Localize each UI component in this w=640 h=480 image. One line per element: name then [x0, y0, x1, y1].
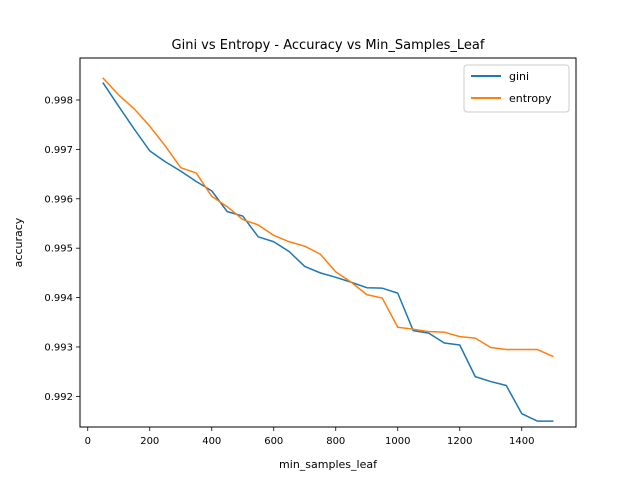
- y-tick-label: 0.996: [44, 194, 73, 205]
- legend: gini entropy: [463, 64, 570, 113]
- y-tick-label: 0.995: [44, 244, 73, 255]
- y-axis-ticks: 0.992 0.993 0.994 0.995 0.996 0.997 0.998: [44, 95, 80, 403]
- x-tick-label: 1000: [385, 436, 410, 447]
- x-axis-ticks: 0 200 400 600 800 1000 1200 1400: [85, 427, 534, 447]
- series-line-entropy: [102, 77, 554, 358]
- x-tick-label: 800: [326, 436, 345, 447]
- x-tick-label: 1400: [509, 436, 534, 447]
- y-tick-label: 0.998: [44, 95, 73, 106]
- y-tick-label: 0.997: [44, 145, 73, 156]
- y-tick-label: 0.992: [44, 392, 73, 403]
- x-tick-label: 400: [202, 436, 221, 447]
- x-axis-label: min_samples_leaf: [279, 458, 378, 471]
- chart-title: Gini vs Entropy - Accuracy vs Min_Sample…: [172, 38, 485, 53]
- x-tick-label: 600: [264, 436, 283, 447]
- y-tick-label: 0.994: [44, 293, 73, 304]
- y-axis-label: accuracy: [12, 217, 25, 267]
- plot-frame: [79, 57, 577, 428]
- y-tick-label: 0.993: [44, 342, 73, 353]
- legend-entropy-label: entropy: [509, 92, 552, 105]
- legend-gini-label: gini: [509, 70, 529, 83]
- x-tick-label: 0: [85, 436, 91, 447]
- x-tick-label: 1200: [447, 436, 472, 447]
- x-tick-label: 200: [140, 436, 159, 447]
- series-line-gini: [102, 82, 554, 422]
- series-layer: [102, 77, 554, 422]
